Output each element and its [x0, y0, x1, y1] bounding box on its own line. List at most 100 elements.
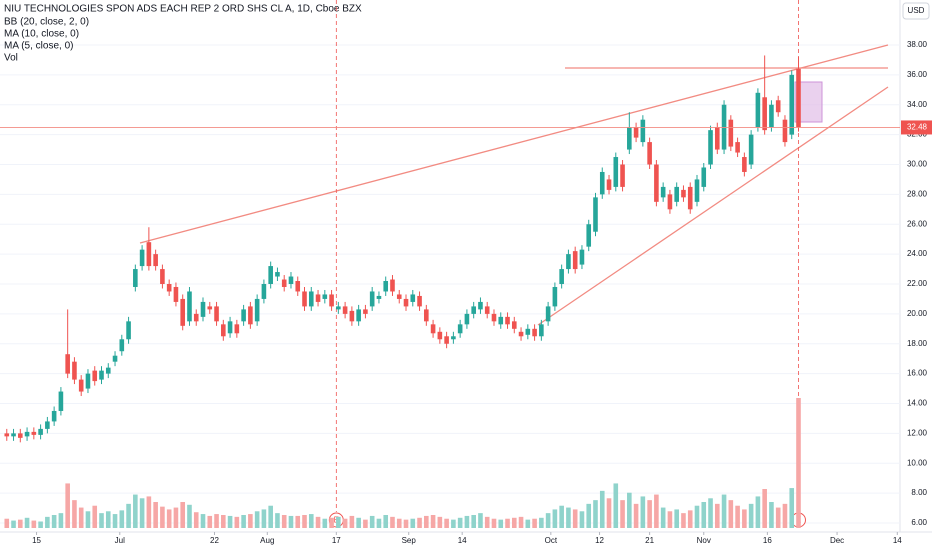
volume-bar: [694, 505, 700, 528]
candle-body: [336, 306, 341, 310]
volume-bar: [376, 518, 382, 528]
candle-body: [308, 291, 314, 307]
indicator-label: BB (20, close, 2, 0): [4, 17, 89, 28]
volume-bar: [275, 513, 280, 528]
y-tick-label: 26.00: [907, 219, 928, 228]
candle-body: [451, 336, 456, 340]
volume-bar: [478, 513, 483, 528]
volume-bar: [193, 512, 199, 528]
volume-bar: [403, 519, 409, 528]
volume-bar: [227, 515, 233, 528]
candle-body: [532, 328, 537, 337]
y-tick-label: 22.00: [907, 279, 928, 288]
volume-bar: [234, 516, 240, 528]
candle-body: [606, 179, 612, 190]
candle-body: [599, 171, 605, 195]
candle-body: [742, 157, 747, 172]
volume-bar: [72, 500, 77, 528]
volume-bar: [545, 513, 551, 528]
volume-bar: [687, 510, 693, 528]
volume-bar: [160, 506, 165, 528]
volume-bar: [539, 517, 544, 528]
candle-body: [627, 127, 632, 150]
y-tick-label: 8.00: [911, 488, 927, 497]
last-price-box: [901, 120, 932, 135]
volume-bar: [586, 503, 592, 528]
y-tick-label: 18.00: [907, 339, 928, 348]
volume-bar: [748, 503, 754, 528]
x-tick-label: Nov: [697, 536, 711, 545]
volume-bar: [782, 503, 788, 528]
y-tick-label: 24.00: [907, 249, 928, 258]
volume-bar: [599, 490, 605, 528]
volume-bar: [511, 517, 517, 528]
volume-bar: [464, 515, 470, 528]
upper-trend-line: [139, 44, 889, 244]
volume-bar: [45, 516, 50, 528]
volume-bar: [714, 503, 720, 528]
volume-bar: [349, 515, 355, 528]
candle-body: [180, 298, 186, 326]
x-tick-label: 22: [210, 536, 219, 545]
candle-body: [369, 291, 375, 307]
volume-bar: [627, 492, 632, 528]
volume-bar: [633, 503, 639, 528]
x-tick-label: 17: [332, 536, 341, 545]
volume-bar: [396, 518, 402, 528]
y-tick-label: 14.00: [907, 399, 928, 408]
volume-bar: [214, 514, 219, 528]
volume-bar: [18, 519, 23, 528]
candle-body: [200, 301, 206, 317]
candle-body: [613, 157, 619, 187]
volume-bar: [38, 521, 43, 528]
candle-body: [681, 189, 686, 198]
candle-body: [457, 324, 463, 334]
volume-bar: [444, 518, 449, 528]
chart-title: NIU TECHNOLOGIES SPON ADS EACH REP 2 ORD…: [4, 4, 362, 15]
volume-bar: [369, 515, 375, 528]
volume-bar: [58, 513, 64, 528]
volume-bar: [11, 520, 16, 528]
volume-bar: [775, 507, 781, 528]
candle-body: [511, 321, 517, 329]
volume-bar: [4, 518, 10, 528]
volume-bar: [762, 489, 767, 528]
x-tick-label: Aug: [260, 536, 274, 545]
candle-body: [58, 391, 64, 411]
candle-body: [586, 224, 592, 247]
candle-body: [173, 286, 179, 302]
candle-body: [640, 119, 646, 143]
volume-bar: [613, 483, 619, 528]
volume-bar: [742, 509, 747, 528]
volume-bar: [241, 515, 246, 528]
volume-bar: [187, 504, 192, 528]
candle-body: [241, 309, 246, 322]
candle-body: [654, 164, 659, 202]
volume-bar: [254, 511, 260, 528]
candle-body: [701, 167, 707, 187]
candle-body: [728, 119, 734, 147]
candle-body: [545, 306, 551, 322]
candle-body: [248, 306, 253, 325]
volume-bar: [498, 519, 504, 528]
volume-bar: [322, 518, 328, 528]
volume-bar: [248, 514, 253, 528]
volume-bar: [620, 500, 625, 528]
y-tick-label: 34.00: [907, 100, 928, 109]
currency-box: [902, 2, 930, 20]
candle-body: [322, 294, 328, 299]
candle-body: [24, 431, 30, 437]
volume-bar: [518, 516, 524, 528]
volume-bar: [728, 500, 734, 528]
volume-bar: [796, 398, 801, 528]
volume-bar: [126, 503, 131, 528]
candle-body: [126, 321, 131, 340]
volume-bar: [261, 509, 267, 528]
candle-body: [525, 328, 531, 335]
volume-bar: [139, 498, 145, 528]
candle-body: [288, 276, 294, 284]
candle-body: [464, 313, 470, 325]
x-tick-label: Sep: [402, 536, 417, 545]
volume-bar: [221, 515, 226, 528]
